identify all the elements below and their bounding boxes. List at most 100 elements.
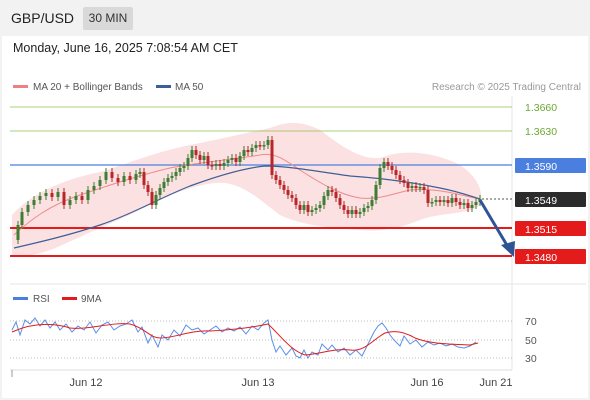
candle-body bbox=[262, 145, 266, 147]
timeframe-button[interactable]: 30 MIN bbox=[83, 7, 133, 30]
candle-body bbox=[266, 140, 270, 145]
candle-body bbox=[410, 186, 414, 188]
candle-body bbox=[186, 158, 190, 166]
candle-body bbox=[418, 187, 422, 189]
ma20-legend-label: MA 20 + Bollinger Bands bbox=[33, 82, 143, 93]
candle-body bbox=[174, 172, 178, 176]
candle-body bbox=[56, 192, 60, 197]
candle-body bbox=[386, 162, 390, 166]
x-axis-label-jun12: Jun 12 bbox=[69, 377, 102, 389]
x-axis-label-jun16: Jun 16 bbox=[410, 377, 443, 389]
level-label-1-3515: 1.3515 bbox=[525, 224, 557, 236]
candle-body bbox=[362, 208, 366, 212]
candle-body bbox=[230, 158, 234, 160]
candle-body bbox=[406, 183, 410, 188]
candle-body bbox=[38, 196, 42, 200]
candle-body bbox=[434, 200, 438, 202]
candle-body bbox=[438, 200, 442, 202]
candle-body bbox=[470, 205, 474, 208]
chart-header: GBP/USD 30 MIN bbox=[0, 0, 590, 36]
candle-body bbox=[378, 168, 382, 185]
candle-body bbox=[294, 198, 298, 205]
level-tag-1-3590 bbox=[515, 158, 586, 173]
candle-body bbox=[258, 145, 262, 147]
candle-body bbox=[154, 195, 158, 205]
rsi-legend-swatch bbox=[13, 297, 28, 300]
candle-body bbox=[302, 205, 306, 210]
candle-body bbox=[458, 202, 462, 205]
chart-datetime: Monday, June 16, 2025 7:08:54 AM CET bbox=[13, 41, 238, 55]
candle-body bbox=[306, 205, 310, 212]
candle-body bbox=[342, 205, 346, 210]
candle-body bbox=[122, 176, 126, 182]
candle-body bbox=[62, 192, 66, 205]
candle-body bbox=[374, 185, 378, 200]
current-price-tag bbox=[515, 192, 586, 207]
candle-body bbox=[182, 166, 186, 168]
candle-body bbox=[402, 180, 406, 183]
rsi-ma-legend-label: 9MA bbox=[81, 294, 102, 305]
candle-body bbox=[354, 210, 358, 214]
ma50-line bbox=[13, 165, 481, 249]
candle-body bbox=[462, 203, 466, 205]
candle-body bbox=[20, 212, 24, 225]
candle-body bbox=[190, 150, 194, 158]
candle-body bbox=[242, 150, 246, 156]
candle-body bbox=[68, 200, 72, 205]
level-tag-1-3515 bbox=[515, 221, 586, 236]
candle-body bbox=[250, 148, 254, 152]
candle-body bbox=[32, 200, 36, 205]
candle-body bbox=[92, 186, 96, 190]
candle-body bbox=[214, 164, 218, 166]
rsi-legend-label: RSI bbox=[33, 294, 50, 305]
candle-body bbox=[450, 198, 454, 203]
candle-body bbox=[98, 180, 102, 186]
rsi-axis-70: 70 bbox=[525, 316, 537, 328]
candle-body bbox=[358, 212, 362, 214]
candlestick-series bbox=[16, 136, 482, 244]
candle-body bbox=[390, 166, 394, 170]
candle-body bbox=[446, 200, 450, 203]
candle-body bbox=[322, 196, 326, 205]
candle-body bbox=[150, 192, 154, 205]
candle-body bbox=[442, 200, 446, 202]
candle-body bbox=[44, 193, 48, 196]
candle-body bbox=[194, 150, 198, 155]
candle-body bbox=[202, 156, 206, 160]
candle-body bbox=[366, 206, 370, 208]
candle-body bbox=[326, 190, 330, 196]
candle-body bbox=[206, 156, 210, 165]
candle-body bbox=[422, 187, 426, 190]
forecast-arrow-head bbox=[501, 241, 515, 257]
candle-body bbox=[80, 196, 84, 200]
candle-body bbox=[426, 190, 430, 203]
candle-body bbox=[158, 188, 162, 195]
candle-body bbox=[142, 172, 146, 185]
candle-body bbox=[138, 172, 142, 174]
candle-body bbox=[104, 172, 108, 180]
candle-body bbox=[26, 205, 30, 212]
candle-body bbox=[290, 195, 294, 198]
candle-body bbox=[16, 225, 20, 240]
rsi-ma-line bbox=[11, 323, 479, 356]
candle-body bbox=[278, 180, 282, 185]
level-label-1-3630: 1.3630 bbox=[525, 126, 557, 138]
candle-body bbox=[222, 163, 226, 166]
rsi-ma-legend-swatch bbox=[62, 297, 77, 300]
rsi-line bbox=[11, 317, 477, 359]
candle-body bbox=[74, 196, 78, 200]
x-axis-label-jun13: Jun 13 bbox=[241, 377, 274, 389]
candle-body bbox=[254, 145, 258, 148]
candle-body bbox=[166, 178, 170, 182]
ma50-legend-swatch bbox=[156, 85, 171, 88]
forecast-arrow-line bbox=[478, 199, 510, 248]
research-credit: Research © 2025 Trading Central bbox=[432, 82, 581, 93]
candle-body bbox=[116, 178, 120, 182]
candle-body bbox=[286, 190, 290, 195]
candle-body bbox=[398, 175, 402, 180]
candle-body bbox=[430, 202, 434, 204]
level-label-1-3480: 1.3480 bbox=[525, 252, 557, 264]
currency-pair-title: GBP/USD bbox=[11, 10, 75, 26]
current-price-label: 1.3549 bbox=[525, 195, 557, 207]
